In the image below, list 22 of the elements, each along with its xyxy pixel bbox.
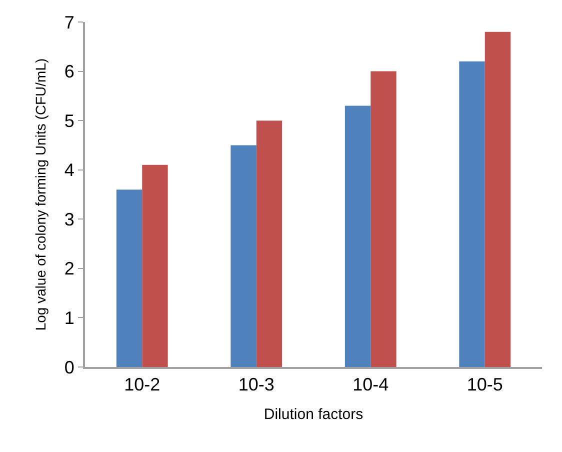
bar [484,32,511,367]
y-tick-label: 1 [64,308,74,328]
x-tick-label: 10-5 [466,374,503,395]
bar [230,145,256,367]
bar [370,71,396,367]
x-tick-label: 10-3 [238,374,274,395]
y-tick-label: 5 [64,110,74,131]
bar [142,164,168,367]
y-tick-label: 7 [64,12,74,32]
bar [116,190,142,367]
bar [344,106,371,367]
x-tick-label: 10-2 [124,374,160,395]
bar [256,120,282,367]
y-tick-label: 6 [64,62,74,82]
bar [459,61,485,367]
y-tick-label: 2 [64,258,74,279]
y-axis-title: Log value of colony forming Units (CFU/mL) [32,58,48,331]
y-tick-label: 3 [64,209,74,230]
x-axis-title: Dilution factors [264,406,364,424]
y-tick-label: 4 [64,160,74,180]
y-tick-label: 0 [64,357,74,378]
x-tick-label: 10-4 [352,374,389,395]
